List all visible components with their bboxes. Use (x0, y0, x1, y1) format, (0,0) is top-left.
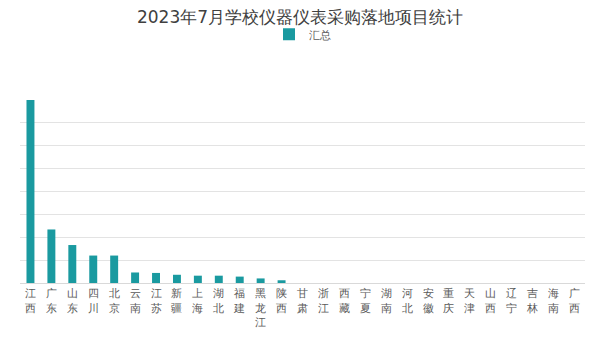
svg-text:四川: 四川 (88, 287, 99, 314)
svg-text:浙江: 浙江 (318, 287, 329, 314)
svg-text:湖南: 湖南 (381, 287, 392, 314)
svg-text:陕西: 陕西 (276, 287, 287, 314)
svg-text:吉林: 吉林 (526, 287, 538, 314)
svg-text:西藏: 西藏 (339, 287, 350, 314)
svg-text:新疆: 新疆 (171, 287, 182, 314)
svg-text:福建: 福建 (233, 287, 245, 314)
svg-text:2023年7月学校仪器仪表采购落地项目统计: 2023年7月学校仪器仪表采购落地项目统计 (137, 7, 463, 27)
svg-text:甘肃: 甘肃 (297, 287, 308, 314)
svg-text:湖北: 湖北 (213, 287, 224, 314)
svg-text:天津: 天津 (464, 287, 475, 314)
svg-text:安徽: 安徽 (423, 287, 434, 314)
svg-text:辽宁: 辽宁 (506, 287, 517, 314)
svg-text:宁夏: 宁夏 (360, 287, 371, 314)
svg-text:江苏: 江苏 (151, 287, 162, 314)
svg-text:上海: 上海 (192, 287, 203, 314)
svg-text:山东: 山东 (67, 287, 78, 314)
svg-text:云南: 云南 (130, 287, 141, 314)
svg-text:广西: 广西 (569, 287, 580, 314)
svg-text:山西: 山西 (485, 287, 496, 314)
svg-text:北京: 北京 (109, 287, 120, 314)
svg-text:汇总: 汇总 (309, 29, 331, 42)
svg-text:海南: 海南 (548, 287, 559, 314)
svg-text:黑龙江: 黑龙江 (255, 287, 266, 329)
svg-text:河北: 河北 (402, 287, 413, 314)
svg-text:江西: 江西 (25, 287, 36, 314)
svg-text:重庆: 重庆 (443, 287, 454, 314)
svg-text:广东: 广东 (46, 287, 57, 314)
